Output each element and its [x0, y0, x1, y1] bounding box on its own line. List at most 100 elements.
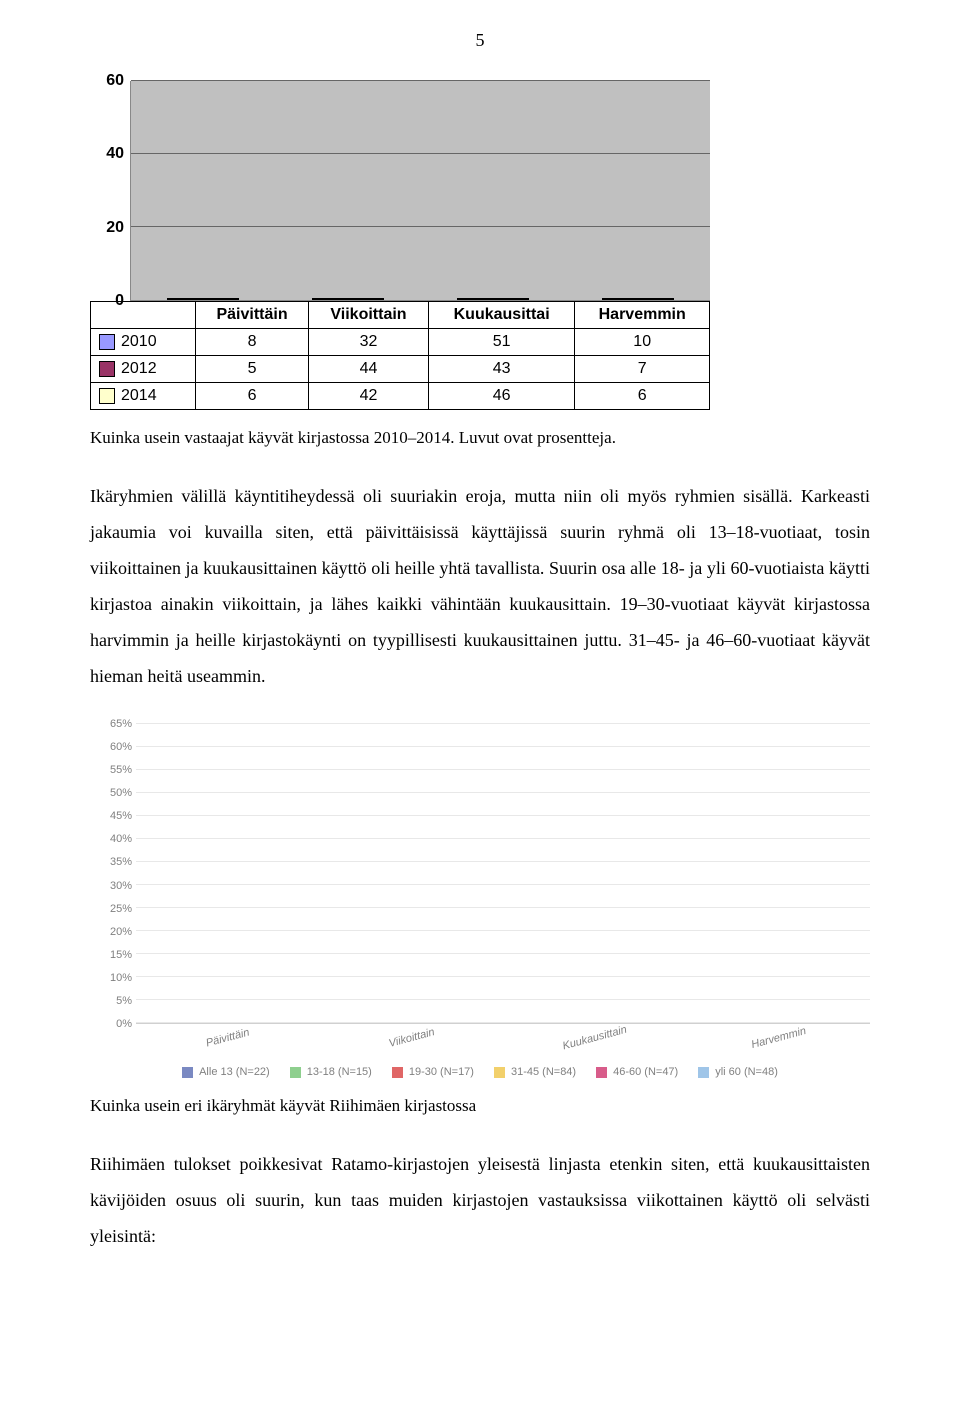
chart1-cell: 44 [309, 356, 429, 383]
legend-swatch [99, 388, 115, 404]
chart2-legend: Alle 13 (N=22) 13-18 (N=15) 19-30 (N=17) 31… [90, 1066, 870, 1078]
chart1-bar [336, 298, 360, 300]
chart1-caption: Kuinka usein vastaajat käyvät kirjastoss… [90, 428, 870, 448]
chart2-legend-item: yli 60 (N=48) [698, 1066, 778, 1078]
chart2-yaxis: 0%5%10%15%20%25%30%35%40%45%50%55%60%65% [90, 724, 136, 1024]
chart1-table: PäivittäinViikoittainKuukausittaiHarvemm… [90, 301, 710, 410]
chart1-cell: 6 [575, 383, 710, 410]
chart1-bar [505, 298, 529, 300]
legend-year: 2012 [121, 360, 157, 377]
chart1-table-blank [91, 302, 196, 329]
chart2-gridline [136, 884, 870, 885]
chart2-legend-swatch [698, 1067, 709, 1078]
chart1-column-header: Päivittäin [196, 302, 309, 329]
chart2-gridline [136, 861, 870, 862]
chart1-column-header: Kuukausittai [428, 302, 575, 329]
chart1-cell: 42 [309, 383, 429, 410]
chart1-bar [602, 298, 626, 300]
chart2-gridline [136, 769, 870, 770]
chart2-area [136, 724, 870, 1024]
document-page: 5 0 20 40 60 PäivittäinViikoittainKuukausit… [0, 0, 960, 1324]
chart1-ytick: 20 [106, 219, 124, 237]
chart2-legend-label: 19-30 (N=17) [409, 1066, 474, 1078]
chart1-plot: 0204060 [90, 81, 710, 301]
chart1-bar [650, 298, 674, 300]
chart1-cell: 7 [575, 356, 710, 383]
chart1-bar [626, 298, 650, 300]
chart2-legend-swatch [494, 1067, 505, 1078]
chart2-gridline [136, 953, 870, 954]
chart1-column-header: Harvemmin [575, 302, 710, 329]
paragraph-2: Riihimäen tulokset poikkesivat Ratamo-ki… [90, 1146, 870, 1254]
legend-swatch [99, 334, 115, 350]
chart2-legend-item: 31-45 (N=84) [494, 1066, 576, 1078]
chart2-legend-label: Alle 13 (N=22) [199, 1066, 270, 1078]
chart2-gridline [136, 723, 870, 724]
chart2-legend-item: 13-18 (N=15) [290, 1066, 372, 1078]
chart2-legend-label: 31-45 (N=84) [511, 1066, 576, 1078]
legend-swatch [99, 361, 115, 377]
chart2-ytick: 40% [110, 833, 132, 845]
chart1-group [290, 298, 406, 300]
paragraph-1: Ikäryhmien välillä käyntitiheydessä oli … [90, 478, 870, 694]
chart2-legend-label: 46-60 (N=47) [613, 1066, 678, 1078]
chart1-legend-cell: 2012 [91, 356, 196, 383]
chart2-gridline [136, 976, 870, 977]
chart2-gridline [136, 792, 870, 793]
chart1-column-header: Viikoittain [309, 302, 429, 329]
legend-year: 2014 [121, 387, 157, 404]
chart2-legend-item: 19-30 (N=17) [392, 1066, 474, 1078]
chart2-ytick: 10% [110, 972, 132, 984]
chart1-ytick: 40 [106, 145, 124, 163]
chart2-legend-swatch [596, 1067, 607, 1078]
chart1-bar [312, 298, 336, 300]
chart1-cell: 8 [196, 329, 309, 356]
chart1-bar [481, 298, 505, 300]
chart1-cell: 5 [196, 356, 309, 383]
chart1-bar [191, 298, 215, 300]
chart1-legend-cell: 2014 [91, 383, 196, 410]
chart1-groups [131, 81, 710, 300]
chart2-gridline [136, 1022, 870, 1023]
chart1-cell: 32 [309, 329, 429, 356]
chart2-ytick: 45% [110, 810, 132, 822]
chart2-caption: Kuinka usein eri ikäryhmät käyvät Riihim… [90, 1096, 870, 1116]
chart2-gridline [136, 907, 870, 908]
chart1-ytick: 60 [106, 72, 124, 90]
chart1-area [130, 81, 710, 301]
chart2-ytick: 35% [110, 856, 132, 868]
chart1-bar [457, 298, 481, 300]
chart2-legend-swatch [392, 1067, 403, 1078]
chart2-gridline [136, 838, 870, 839]
chart1-bar [215, 298, 239, 300]
chart2-legend-swatch [182, 1067, 193, 1078]
chart2-ytick: 30% [110, 880, 132, 892]
chart1-container: 0204060 PäivittäinViikoittainKuukausitta… [90, 81, 710, 410]
chart1-cell: 51 [428, 329, 575, 356]
chart2-legend-label: 13-18 (N=15) [307, 1066, 372, 1078]
chart2-ytick: 50% [110, 787, 132, 799]
chart2-ytick: 65% [110, 718, 132, 730]
chart2-ytick: 0% [116, 1018, 132, 1030]
chart1-gridline [131, 153, 710, 154]
chart1-group [145, 298, 261, 300]
chart2-plot: 0%5%10%15%20%25%30%35%40%45%50%55%60%65% [90, 724, 870, 1024]
chart1-cell: 10 [575, 329, 710, 356]
legend-year: 2010 [121, 333, 157, 350]
chart1-group [435, 298, 551, 300]
chart2-gridline [136, 930, 870, 931]
chart2-legend-item: 46-60 (N=47) [596, 1066, 678, 1078]
chart2-xlabels: PäivittäinViikoittainKuukausittainHarvem… [136, 1032, 870, 1044]
chart2-legend-label: yli 60 (N=48) [715, 1066, 778, 1078]
chart1-ytick: 0 [115, 292, 124, 310]
chart2-legend-swatch [290, 1067, 301, 1078]
chart1-legend-cell: 2010 [91, 329, 196, 356]
chart2-legend-item: Alle 13 (N=22) [182, 1066, 270, 1078]
chart2-ytick: 55% [110, 764, 132, 776]
chart1-bar [360, 298, 384, 300]
chart2-ytick: 20% [110, 926, 132, 938]
chart2-ytick: 5% [116, 995, 132, 1007]
chart2-ytick: 15% [110, 949, 132, 961]
chart2-gridline [136, 815, 870, 816]
chart1-cell: 43 [428, 356, 575, 383]
